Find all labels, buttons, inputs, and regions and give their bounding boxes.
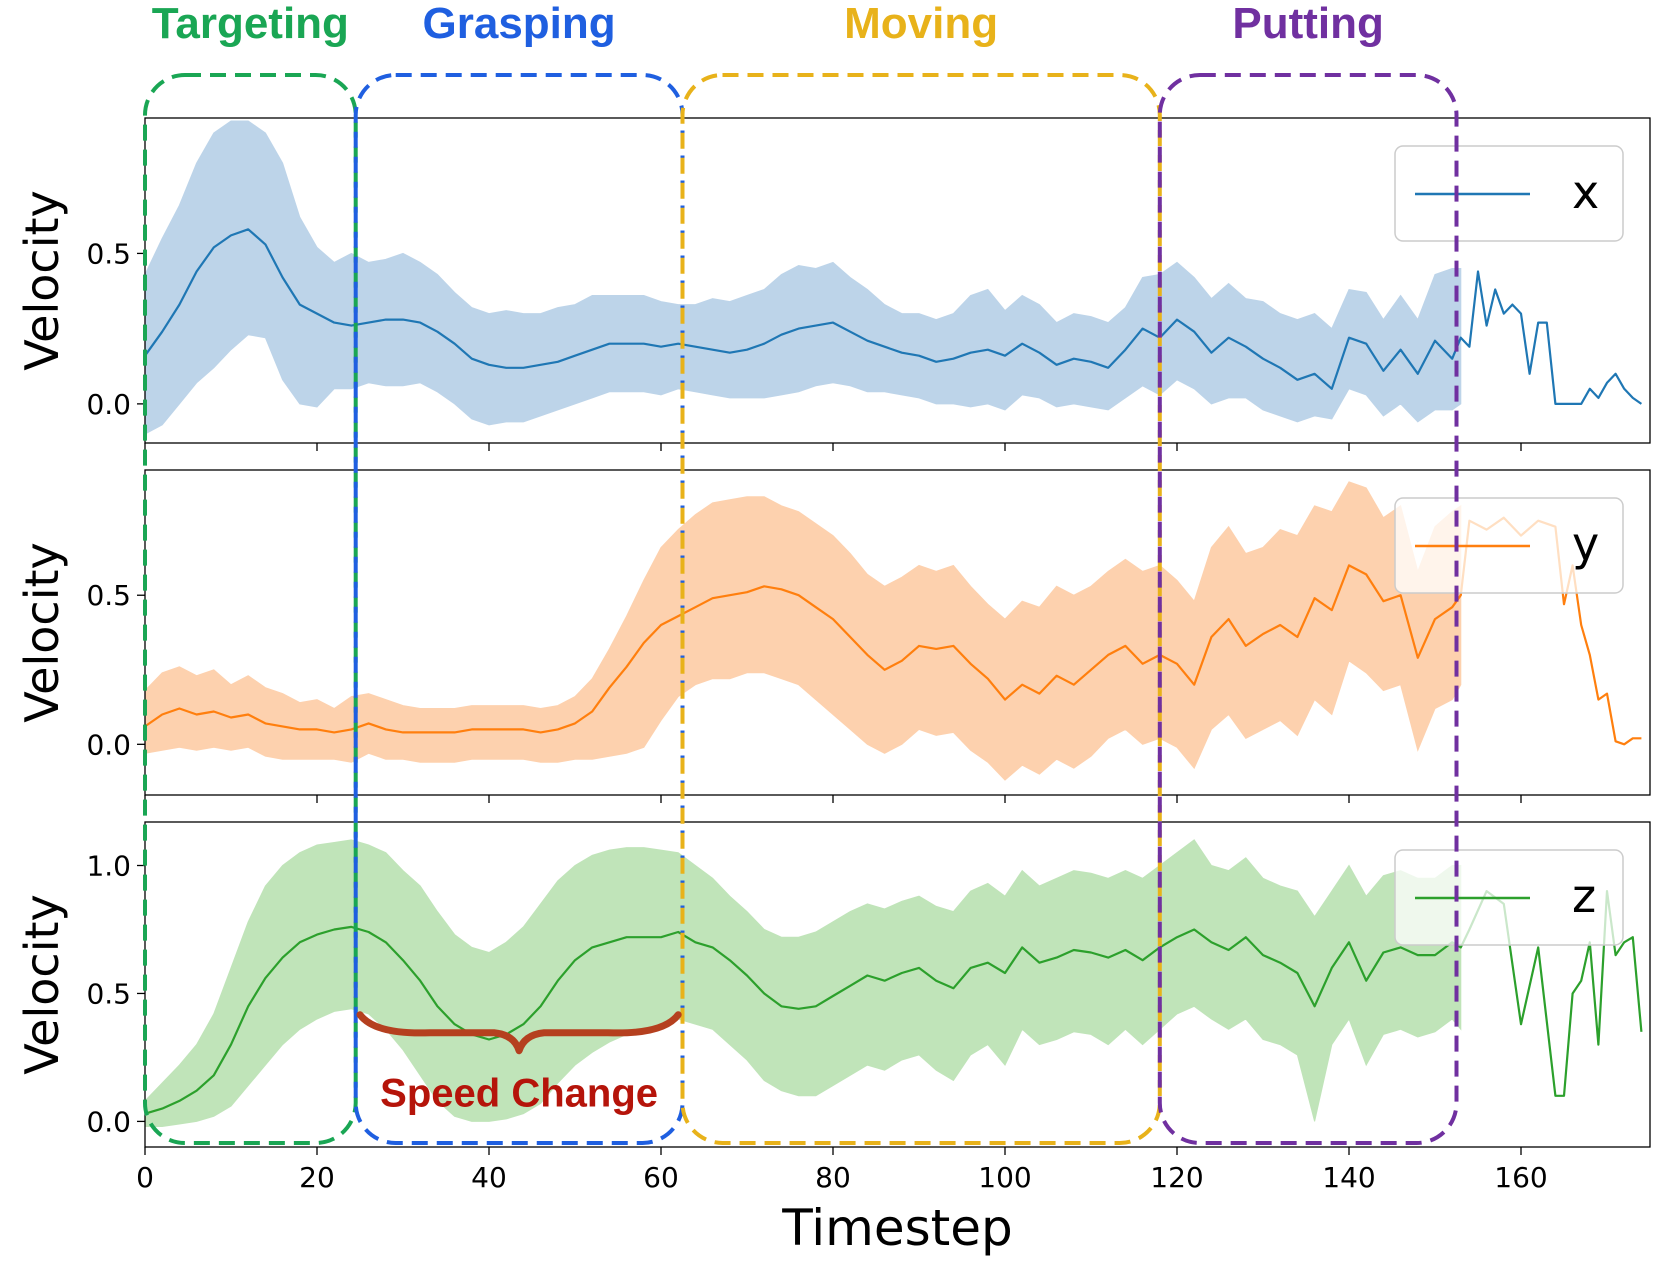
y-tick-label-x: 0.0 bbox=[86, 388, 131, 421]
legend-x: x bbox=[1394, 145, 1624, 242]
x-tick-label: 20 bbox=[299, 1161, 335, 1194]
y-axis-label-y: Velocity bbox=[15, 542, 69, 722]
y-tick-label-z: 1.0 bbox=[86, 850, 131, 883]
mean-line-x bbox=[144, 228, 1643, 405]
curly-brace bbox=[356, 1011, 682, 1055]
chart-panels: 0.0 0.5 Velocity x 0.0 0.5 Velocity y 0.0 0.5 1.0 V… bbox=[15, 117, 1651, 1155]
legend-z: z bbox=[1394, 849, 1624, 946]
x-tick-label: 40 bbox=[471, 1161, 507, 1194]
panel-z: 0.0 0.5 1.0 Velocity z bbox=[15, 821, 1651, 1155]
y-tick-label-y: 0.0 bbox=[86, 728, 131, 761]
x-tick-label: 120 bbox=[1150, 1161, 1203, 1194]
speed-change-label: Speed Change bbox=[380, 1071, 658, 1115]
x-tick-label: 60 bbox=[643, 1161, 679, 1194]
confidence-band-z bbox=[144, 839, 1462, 1127]
x-tick-label: 80 bbox=[815, 1161, 851, 1194]
y-tick-label-y: 0.5 bbox=[86, 579, 131, 612]
y-axis-label-x: Velocity bbox=[15, 190, 69, 370]
y-tick-label-z: 0.0 bbox=[86, 1105, 131, 1138]
y-tick-label-x: 0.5 bbox=[86, 237, 131, 270]
x-tick-label: 0 bbox=[136, 1161, 154, 1194]
y-tick-label-z: 0.5 bbox=[86, 977, 131, 1010]
phase-title-putting: Putting bbox=[1232, 0, 1384, 48]
x-tick-label: 140 bbox=[1322, 1161, 1375, 1194]
phase-box-putting bbox=[1157, 73, 1459, 1145]
legend-label-x: x bbox=[1572, 165, 1599, 219]
panel-x: 0.0 0.5 Velocity x bbox=[15, 117, 1651, 451]
x-tick-label: 160 bbox=[1494, 1161, 1547, 1194]
y-axis-label-z: Velocity bbox=[15, 894, 69, 1074]
confidence-band-x bbox=[144, 120, 1462, 435]
x-tick-label: 100 bbox=[978, 1161, 1031, 1194]
legend-label-z: z bbox=[1572, 869, 1596, 923]
panel-y: 0.0 0.5 Velocity y bbox=[15, 469, 1651, 803]
legend-y: y bbox=[1394, 497, 1624, 594]
x-axis: 0 20 40 60 80 100 120 140 160 Timestep bbox=[136, 1161, 1548, 1257]
phase-boxes: Targeting Grasping Moving Putting bbox=[143, 0, 1459, 1145]
phase-title-targeting: Targeting bbox=[152, 0, 349, 48]
x-axis-title: Timestep bbox=[781, 1199, 1013, 1257]
phase-title-moving: Moving bbox=[844, 0, 998, 48]
legend-label-y: y bbox=[1572, 517, 1599, 571]
phase-title-grasping: Grasping bbox=[423, 0, 616, 48]
speed-change-annotation: Speed Change bbox=[356, 1011, 682, 1115]
confidence-band-y bbox=[144, 481, 1462, 781]
